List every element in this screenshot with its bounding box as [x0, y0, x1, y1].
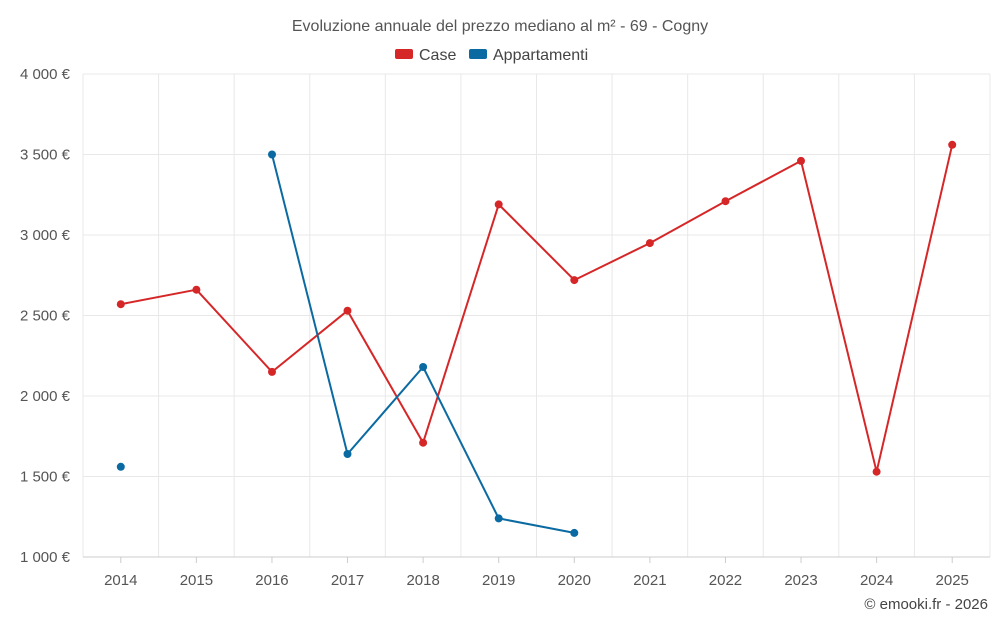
x-tick-label: 2024 [860, 572, 893, 589]
y-tick-label: 1 000 € [20, 549, 71, 566]
legend-label-appartamenti: Appartamenti [493, 47, 588, 64]
legend-swatch-case [395, 49, 413, 59]
series-case [116, 140, 957, 476]
axes: 1 000 € 1 500 € 2 000 € 2 500 € 3 000 € 3 500… [20, 66, 990, 589]
data-point-case[interactable] [268, 367, 276, 376]
legend-swatch-appartamenti [469, 49, 487, 59]
x-tick-label: 2025 [936, 572, 969, 589]
data-point-appartamenti[interactable] [116, 462, 125, 471]
legend-item-case[interactable]: Case [395, 47, 456, 64]
data-point-appartamenti[interactable] [570, 528, 579, 537]
credit-text: © emooki.fr - 2026 [864, 596, 988, 613]
data-point-case[interactable] [343, 306, 352, 315]
x-tick-label: 2017 [331, 572, 364, 589]
y-tick-label: 2 500 € [20, 308, 71, 325]
x-tick-label: 2014 [104, 572, 137, 589]
x-tick-label: 2019 [482, 572, 515, 589]
data-point-appartamenti[interactable] [419, 363, 428, 371]
y-tick-label: 1 500 € [20, 469, 71, 486]
series [116, 140, 957, 537]
data-point-appartamenti[interactable] [268, 150, 276, 159]
x-tick-label: 2016 [255, 572, 288, 589]
data-point-case[interactable] [645, 239, 654, 248]
data-point-case[interactable] [948, 140, 957, 149]
grid [82, 73, 991, 557]
data-point-case[interactable] [116, 300, 125, 309]
y-tick-label: 3 000 € [20, 227, 71, 244]
series-appartamenti [116, 150, 579, 537]
y-tick-label: 3 500 € [20, 147, 71, 164]
data-point-case[interactable] [797, 156, 805, 165]
legend-item-appartamenti[interactable]: Appartamenti [469, 47, 588, 64]
data-point-case[interactable] [192, 285, 201, 294]
data-point-appartamenti[interactable] [494, 514, 503, 523]
x-tick-label: 2023 [784, 572, 817, 589]
x-tick-label: 2018 [406, 572, 439, 589]
x-tick-label: 2021 [633, 572, 666, 589]
data-point-case[interactable] [721, 197, 730, 206]
series-line-case [120, 144, 954, 473]
y-tick-label: 4 000 € [20, 66, 71, 83]
data-point-case[interactable] [570, 276, 579, 285]
legend[interactable]: Case Appartamenti [395, 47, 588, 64]
x-tick-label: 2015 [180, 572, 213, 589]
data-point-case[interactable] [494, 200, 503, 209]
y-tick-label: 2 000 € [20, 388, 71, 405]
x-tick-label: 2020 [558, 572, 591, 589]
chart-title: Evoluzione annuale del prezzo mediano al… [292, 18, 708, 35]
data-point-appartamenti[interactable] [343, 450, 352, 458]
data-point-case[interactable] [872, 467, 881, 476]
legend-label-case: Case [419, 47, 456, 64]
x-tick-label: 2022 [709, 572, 742, 589]
data-point-case[interactable] [419, 438, 428, 447]
